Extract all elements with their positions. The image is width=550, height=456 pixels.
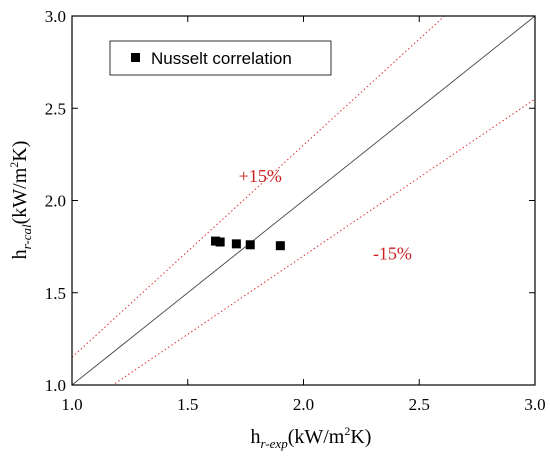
x-axis-label: hr-exp(kW/m2K) <box>251 424 372 451</box>
annotation-minus-15: -15% <box>373 244 412 264</box>
reference-line-0 <box>72 16 535 385</box>
x-tick-label: 1.5 <box>177 395 198 414</box>
x-label-unit-pre: (kW/m <box>288 426 345 448</box>
y-label-unit-sup: 2 <box>7 162 21 168</box>
y-axis-label: hr-cal(kW/m2K) <box>7 141 34 260</box>
y-tick-label: 1.5 <box>45 284 66 303</box>
x-tick-label: 2.0 <box>293 395 314 414</box>
legend-marker <box>131 53 140 62</box>
y-tick-label: 1.0 <box>45 376 66 395</box>
x-label-unit-post: K) <box>350 426 371 448</box>
y-axis-ticks: 1.0 1.5 2.0 2.5 3.0 <box>45 7 535 395</box>
y-tick-label: 3.0 <box>45 7 66 26</box>
legend-box <box>109 40 332 76</box>
data-point <box>215 237 225 247</box>
data-point <box>231 239 241 249</box>
reference-line-1 <box>72 16 446 358</box>
x-tick-label: 2.5 <box>409 395 430 414</box>
reference-lines <box>72 16 535 385</box>
legend-label: Nusselt correlation <box>151 49 292 68</box>
x-label-main: h <box>251 426 261 448</box>
x-tick-label: 1.0 <box>61 395 82 414</box>
x-label-sub: r-exp <box>261 436 289 451</box>
y-tick-label: 2.0 <box>45 192 66 211</box>
y-label-unit-pre: (kW/m <box>9 167 31 224</box>
legend: Nusselt correlation <box>109 40 332 76</box>
data-points <box>211 236 285 251</box>
data-point <box>245 240 255 250</box>
data-point <box>211 236 221 246</box>
reference-line-2 <box>111 98 535 385</box>
x-label-unit-sup: 2 <box>344 424 350 438</box>
y-label-main: h <box>9 249 31 259</box>
y-label-unit-post: K) <box>9 141 31 162</box>
x-axis-ticks: 1.0 1.5 2.0 2.5 3.0 <box>61 16 546 414</box>
data-point <box>275 241 285 251</box>
y-label-sub: r-cal <box>19 224 34 249</box>
y-tick-label: 2.5 <box>45 99 66 118</box>
annotation-plus-15: +15% <box>239 166 282 186</box>
x-tick-label: 3.0 <box>524 395 545 414</box>
